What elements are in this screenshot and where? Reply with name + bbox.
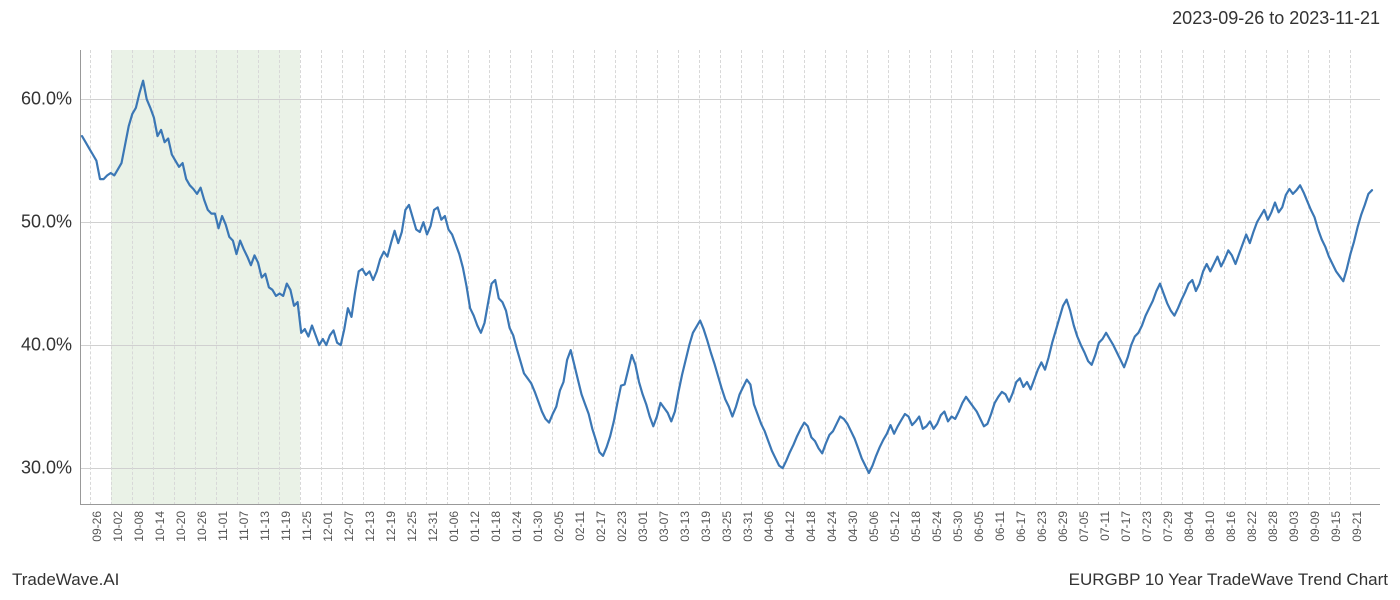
x-axis-tick-label: 11-25 <box>300 511 314 541</box>
chart-area: 30.0%40.0%50.0%60.0%09-2610-0210-0810-14… <box>80 50 1380 505</box>
x-axis-tick-label: 01-06 <box>447 511 461 542</box>
x-axis-tick-label: 08-22 <box>1245 511 1259 542</box>
x-axis-tick-label: 08-04 <box>1182 511 1196 542</box>
x-axis-tick-label: 04-24 <box>825 511 839 542</box>
x-axis-tick-label: 09-09 <box>1308 511 1322 542</box>
x-axis-tick-label: 09-03 <box>1287 511 1301 542</box>
x-axis-tick-label: 03-31 <box>741 511 755 542</box>
x-axis-tick-label: 10-08 <box>132 511 146 542</box>
x-axis-tick-label: 11-13 <box>258 511 272 541</box>
x-axis-tick-label: 02-11 <box>573 511 587 541</box>
x-axis-tick-label: 07-17 <box>1119 511 1133 542</box>
y-axis-tick-label: 60.0% <box>21 89 72 110</box>
footer-title: EURGBP 10 Year TradeWave Trend Chart <box>1069 570 1388 590</box>
x-axis-tick-label: 10-20 <box>174 511 188 542</box>
x-axis-tick-label: 02-05 <box>552 511 566 542</box>
x-axis-tick-label: 04-30 <box>846 511 860 542</box>
date-range: 2023-09-26 to 2023-11-21 <box>1172 8 1380 29</box>
x-axis-tick-label: 06-29 <box>1056 511 1070 542</box>
x-axis-tick-label: 02-23 <box>615 511 629 542</box>
x-axis-tick-label: 12-31 <box>426 511 440 542</box>
y-axis-tick-label: 40.0% <box>21 335 72 356</box>
footer-brand: TradeWave.AI <box>12 570 119 590</box>
x-axis-tick-label: 06-17 <box>1014 511 1028 542</box>
x-axis-tick-label: 08-28 <box>1266 511 1280 542</box>
x-axis-tick-label: 05-12 <box>888 511 902 542</box>
x-axis-tick-label: 07-29 <box>1161 511 1175 542</box>
x-axis-tick-label: 03-13 <box>678 511 692 542</box>
x-axis-tick-label: 08-10 <box>1203 511 1217 542</box>
trend-line <box>82 81 1372 473</box>
x-axis-tick-label: 01-24 <box>510 511 524 542</box>
x-axis-tick-label: 06-23 <box>1035 511 1049 542</box>
x-axis-tick-label: 05-06 <box>867 511 881 542</box>
x-axis-tick-label: 12-07 <box>342 511 356 542</box>
x-axis-tick-label: 10-26 <box>195 511 209 542</box>
x-axis-tick-label: 01-18 <box>489 511 503 542</box>
x-axis-tick-label: 12-01 <box>321 511 335 542</box>
x-axis-tick-label: 06-11 <box>993 511 1007 541</box>
x-axis-tick-label: 12-25 <box>405 511 419 542</box>
x-axis-tick-label: 07-11 <box>1098 511 1112 541</box>
x-axis-tick-label: 05-30 <box>951 511 965 542</box>
x-axis-tick-label: 03-25 <box>720 511 734 542</box>
x-axis-tick-label: 11-01 <box>216 511 230 541</box>
x-axis-tick-label: 07-05 <box>1077 511 1091 542</box>
x-axis-tick-label: 10-14 <box>153 511 167 542</box>
y-axis-tick-label: 30.0% <box>21 458 72 479</box>
x-axis-tick-label: 10-02 <box>111 511 125 542</box>
x-axis-tick-label: 08-16 <box>1224 511 1238 542</box>
x-axis-tick-label: 03-07 <box>657 511 671 542</box>
x-axis-tick-label: 06-05 <box>972 511 986 542</box>
x-axis-tick-label: 09-26 <box>90 511 104 542</box>
x-axis-tick-label: 07-23 <box>1140 511 1154 542</box>
x-axis-tick-label: 04-18 <box>804 511 818 542</box>
x-axis-tick-label: 05-24 <box>930 511 944 542</box>
x-axis-tick-label: 01-12 <box>468 511 482 542</box>
y-axis-tick-label: 50.0% <box>21 212 72 233</box>
line-chart-svg <box>80 50 1380 505</box>
x-axis-tick-label: 11-19 <box>279 511 293 541</box>
x-axis-tick-label: 11-07 <box>237 511 251 541</box>
x-axis-tick-label: 03-01 <box>636 511 650 542</box>
x-axis-tick-label: 02-17 <box>594 511 608 542</box>
x-axis-tick-label: 09-21 <box>1350 511 1364 542</box>
x-axis-tick-label: 09-15 <box>1329 511 1343 542</box>
x-axis-tick-label: 05-18 <box>909 511 923 542</box>
x-axis-tick-label: 12-13 <box>363 511 377 542</box>
x-axis-tick-label: 01-30 <box>531 511 545 542</box>
x-axis-tick-label: 03-19 <box>699 511 713 542</box>
x-axis-tick-label: 04-06 <box>762 511 776 542</box>
x-axis-tick-label: 12-19 <box>384 511 398 542</box>
x-axis-tick-label: 04-12 <box>783 511 797 542</box>
